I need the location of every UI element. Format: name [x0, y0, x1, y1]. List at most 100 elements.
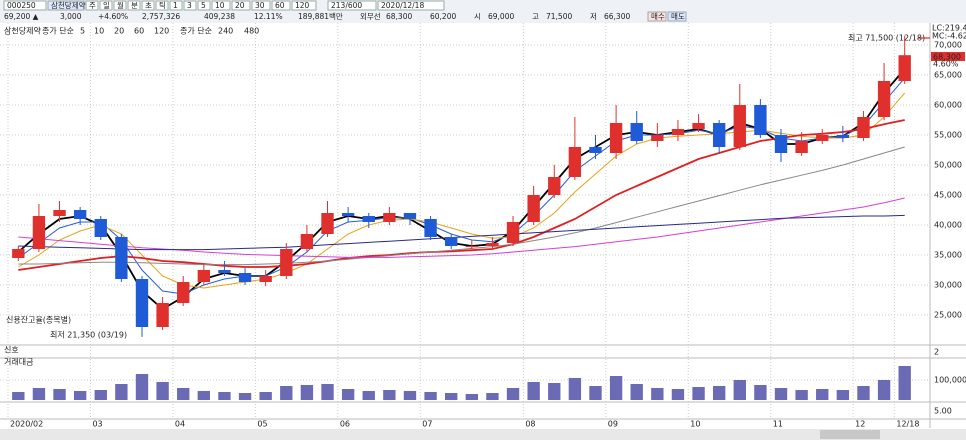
- y-tick-label: 50,000: [934, 161, 962, 170]
- x-tick-label: 07: [422, 420, 432, 429]
- period-button-box[interactable]: [183, 0, 197, 11]
- volume-bar: [589, 386, 602, 400]
- period-type-button[interactable]: 초: [145, 1, 152, 10]
- y-tick-label: 2: [934, 348, 939, 357]
- legend-entry: 20: [114, 27, 124, 36]
- period-button-box[interactable]: [211, 0, 231, 11]
- volume-bar: [341, 389, 355, 400]
- scroll-thumb[interactable]: [820, 430, 880, 439]
- period-button-box[interactable]: [197, 0, 211, 11]
- period-button-box[interactable]: [231, 0, 251, 11]
- price-tag: 68,300: [933, 53, 961, 62]
- volume-bar: [527, 382, 540, 400]
- candle-body: [486, 243, 499, 246]
- quote-value: 고: [532, 12, 539, 21]
- quote-value: 68,300: [386, 12, 412, 21]
- y-tick-label: 65,000: [934, 71, 962, 80]
- candle-body: [32, 216, 46, 249]
- candle-body: [671, 129, 685, 135]
- candle-body: [362, 216, 375, 222]
- y-tick-label: 45,000: [934, 191, 962, 200]
- period-button[interactable]: 1: [173, 1, 178, 10]
- order-button-box[interactable]: [667, 11, 687, 22]
- quote-value: 저: [590, 12, 597, 21]
- period-type-button-box[interactable]: [141, 0, 155, 11]
- quote-value: 66,300: [604, 12, 630, 21]
- volume-bar: [795, 390, 808, 400]
- volume-bar: [115, 384, 128, 400]
- stock-name[interactable]: 삼천당제약: [51, 0, 86, 10]
- quote-value: 3,000: [60, 12, 82, 21]
- period-button[interactable]: 10: [215, 1, 225, 10]
- period-type-button-box[interactable]: [127, 0, 141, 11]
- candle-body: [177, 282, 190, 303]
- volume-bar: [53, 389, 66, 400]
- x-tick-label: 10: [690, 420, 700, 429]
- y-tick-label: 60,000: [934, 101, 962, 110]
- period-type-button-box[interactable]: [113, 0, 127, 11]
- stock-code[interactable]: 000250: [7, 1, 36, 10]
- period-type-button[interactable]: 분: [131, 1, 138, 10]
- volume-bar: [424, 392, 437, 400]
- data-count[interactable]: 213/600: [331, 1, 362, 10]
- order-button-box[interactable]: [647, 11, 667, 22]
- period-button[interactable]: 30: [255, 1, 265, 10]
- x-tick-label: 12/18: [896, 420, 919, 429]
- candle-body: [609, 123, 623, 153]
- legend-label: 종가 단순: [180, 26, 212, 36]
- data-count-box[interactable]: [327, 0, 377, 11]
- y-tick-label: 25,000: [934, 311, 962, 320]
- candle-body: [280, 249, 293, 276]
- candle-body: [300, 234, 314, 249]
- date-input[interactable]: 2020/12/18: [381, 1, 424, 10]
- volume-bar: [238, 393, 252, 400]
- x-tick-label: 09: [608, 420, 618, 429]
- stock-name-box[interactable]: [47, 0, 85, 11]
- volume-bar: [32, 388, 46, 400]
- period-button[interactable]: 120: [295, 1, 310, 10]
- volume-bar: [692, 387, 705, 400]
- period-type-button[interactable]: 일: [103, 1, 110, 10]
- period-button-box[interactable]: [291, 0, 317, 11]
- period-type-button-box[interactable]: [99, 0, 113, 11]
- period-type-button-box[interactable]: [155, 0, 169, 11]
- candle-body: [589, 147, 602, 153]
- order-button[interactable]: 매도: [671, 12, 685, 21]
- candle-body: [836, 135, 850, 138]
- candle-body: [754, 105, 767, 135]
- period-button[interactable]: 3: [187, 1, 192, 10]
- volume-bar: [877, 380, 891, 400]
- volume-bar: [898, 366, 911, 400]
- volume-bar: [12, 392, 25, 400]
- period-button-box[interactable]: [251, 0, 271, 11]
- legend-entry: 480: [244, 27, 259, 36]
- y-tick-label: 30,000: [934, 281, 962, 290]
- period-button-box[interactable]: [169, 0, 183, 11]
- volume-bar: [733, 380, 746, 400]
- volume-bar: [300, 385, 314, 400]
- candle-body: [135, 279, 149, 327]
- quote-value: 69,000: [488, 12, 514, 21]
- period-type-button-box[interactable]: [85, 0, 99, 11]
- period-button[interactable]: 20: [235, 1, 245, 10]
- order-button[interactable]: 매수: [651, 12, 665, 21]
- date-input-box[interactable]: [377, 0, 445, 11]
- period-button-box[interactable]: [271, 0, 291, 11]
- volume-bar: [259, 392, 272, 400]
- period-type-button[interactable]: 월: [117, 0, 124, 10]
- volume-bar: [774, 388, 788, 400]
- candle-body: [692, 123, 705, 129]
- period-type-button[interactable]: 틱: [159, 0, 166, 10]
- mc-label: MC:-4.62: [932, 32, 966, 41]
- y-tick-label: 70,000: [934, 41, 962, 50]
- period-type-button[interactable]: 주: [89, 1, 96, 10]
- volume-bar: [548, 383, 561, 400]
- scrollbar[interactable]: [0, 429, 966, 440]
- candle-body: [383, 213, 396, 222]
- candle-body: [341, 213, 355, 216]
- stock-code-box[interactable]: [3, 0, 47, 11]
- period-button[interactable]: 5: [201, 1, 206, 10]
- period-button[interactable]: 60: [275, 1, 285, 10]
- legend-entry: 10: [94, 27, 104, 36]
- volume-bar: [465, 394, 478, 400]
